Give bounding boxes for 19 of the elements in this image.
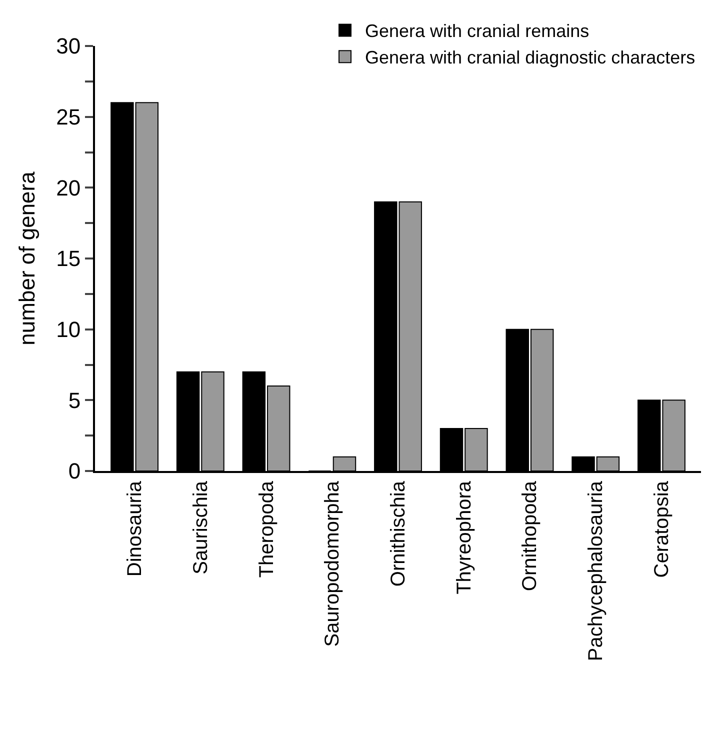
y-tick-label: 10 <box>56 317 81 342</box>
y-tick-label: 20 <box>56 175 81 200</box>
x-tick-label: Ornithopoda <box>519 480 542 592</box>
y-tick-label: 25 <box>56 104 81 130</box>
y-tick-label: 30 <box>56 34 81 59</box>
y-axis-title: number of genera <box>14 170 40 346</box>
x-tick-label: Thyreophora <box>453 480 476 594</box>
x-tick-label: Ornithischia <box>388 480 410 587</box>
x-tick-label: Dinosauria <box>124 480 146 577</box>
x-tick-label: Saurischia <box>190 480 212 574</box>
x-tick-label: Sauropodomorpha <box>322 480 344 647</box>
x-tick-label: Ceratopsia <box>650 480 673 578</box>
x-tick-label: Theropoda <box>256 480 278 578</box>
x-tick-label: Pachycephalosauria <box>585 480 608 662</box>
y-tick-label: 0 <box>68 458 81 484</box>
legend-label: Genera with cranial remains <box>365 21 590 42</box>
legend-label: Genera with cranial diagnostic characters <box>365 48 696 68</box>
y-tick-label: 5 <box>68 388 81 413</box>
y-tick-label: 15 <box>56 246 81 272</box>
